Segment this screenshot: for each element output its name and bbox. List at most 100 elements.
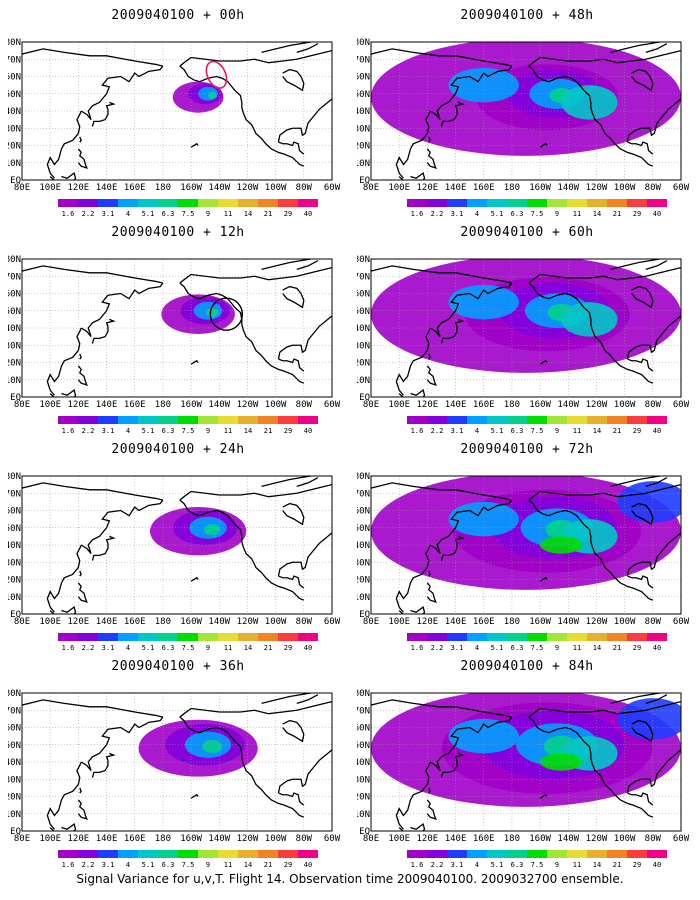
colorbar-label: 5.1 [491,644,504,652]
lat-label: 50N [357,524,370,534]
lat-label: 30N [357,124,370,134]
coastline [539,142,548,148]
coastline [410,389,426,397]
coastline [77,582,88,603]
colorbar-swatch [527,850,547,858]
coastlines [371,42,681,180]
colorbar-label: 40 [304,427,312,435]
colorbar-label: 11 [573,210,581,218]
lon-label: 60W [324,183,341,193]
coastline [429,499,513,555]
colorbar-swatch [158,633,178,641]
lon-label: 180 [155,183,171,193]
coastline [610,476,660,487]
variance-field [371,693,681,807]
lat-label: 50N [357,741,370,751]
coastline [631,285,654,309]
colorbar-label: 4 [126,861,130,869]
lon-label: 120W [237,400,259,410]
coastline [410,606,426,614]
coastline [426,148,437,169]
colorbar-swatch [238,416,258,424]
coastline [91,535,116,561]
colorbar-label: 9 [206,210,210,218]
colorbar-label: 6.3 [511,210,524,218]
colorbar-swatch [447,199,467,207]
colorbar-label: 3.1 [451,427,464,435]
colorbar-swatch [447,416,467,424]
lat-label: EQ [10,176,21,186]
lat-label: 70N [8,55,21,65]
colorbar-label: 1.6 [62,644,75,652]
lon-label: 80W [296,183,313,193]
colorbar-swatch [407,199,427,207]
colorbar-swatch [587,850,607,858]
coastline [626,98,681,143]
lon-label: 100W [614,834,636,844]
colorbar-swatch [298,416,318,424]
colorbar-label: 2.2 [82,210,95,218]
colorbar-swatch [178,416,198,424]
lon-label: 140E [96,400,118,410]
coastline [80,282,164,338]
panel-title: 2009040100 + 36h [111,659,245,674]
colorbar-swatch [98,633,118,641]
colorbar-label: 40 [653,427,661,435]
coastline [410,172,426,180]
coastline [261,476,311,487]
colorbar-swatch [427,850,447,858]
lat-label: 70N [8,489,21,499]
variance-contour [561,85,618,120]
lon-label: 120E [68,617,90,627]
colorbar-label: 1.6 [411,210,424,218]
colorbar-swatch [238,199,258,207]
coastline [79,136,82,143]
lat-label: 20N [8,142,21,152]
coastline [428,136,431,143]
colorbar: 1.6 2.2 3.1 4 5.1 6.3 7.5 9 11 14 21 29 40 [58,416,318,435]
colorbar-label: 9 [206,861,210,869]
lat-label: EQ [359,827,370,837]
colorbar: 1.6 2.2 3.1 4 5.1 6.3 7.5 9 11 14 21 29 40 [58,850,318,869]
lon-label: 140E [445,400,467,410]
colorbar-label: 4 [126,427,130,435]
lon-label: 140W [557,183,579,193]
colorbar-label: 1.6 [411,427,424,435]
lon-label: 140W [208,834,230,844]
colorbar-swatch [178,850,198,858]
lon-label: 180 [155,400,171,410]
panel-title: 2009040100 + 84h [460,659,594,674]
coastline [278,575,305,589]
colorbar: 1.6 2.2 3.1 4 5.1 6.3 7.5 9 11 14 21 29 40 [58,199,318,218]
colorbar-swatch [507,199,527,207]
panel-12h: 2009040100 + 12h EQ 10N 20N 30N 40N 50N 60N 70N… [8,225,348,440]
coastline [645,260,668,270]
lon-label: 140W [208,400,230,410]
colorbar-swatch [218,416,238,424]
coastline [22,699,164,718]
colorbar-swatch [567,850,587,858]
lon-label: 60W [673,183,690,193]
lon-label: 140W [557,617,579,627]
lon-label: 180 [155,834,171,844]
colorbar-swatch [567,416,587,424]
colorbar-swatch [547,633,567,641]
colorbar-label: 6.3 [162,861,175,869]
coastline [539,359,548,365]
lat-label: 70N [357,489,370,499]
colorbar-swatch [78,850,98,858]
colorbar: 1.6 2.2 3.1 4 5.1 6.3 7.5 9 11 14 21 29 40 [407,416,667,435]
colorbar-swatch [138,850,158,858]
lon-label: 160W [529,400,551,410]
coastline [426,799,437,820]
lat-label: 30N [8,558,21,568]
coastline [77,799,88,820]
figure-caption: Signal Variance for u,v,T. Flight 14. Ob… [76,872,624,886]
colorbar-label: 5.1 [491,210,504,218]
colorbar-label: 3.1 [451,210,464,218]
lon-label: 140E [445,834,467,844]
lat-label: 80N [357,38,370,48]
lat-label: EQ [359,393,370,403]
lon-label: 60W [324,617,341,627]
colorbar-swatch [258,199,278,207]
